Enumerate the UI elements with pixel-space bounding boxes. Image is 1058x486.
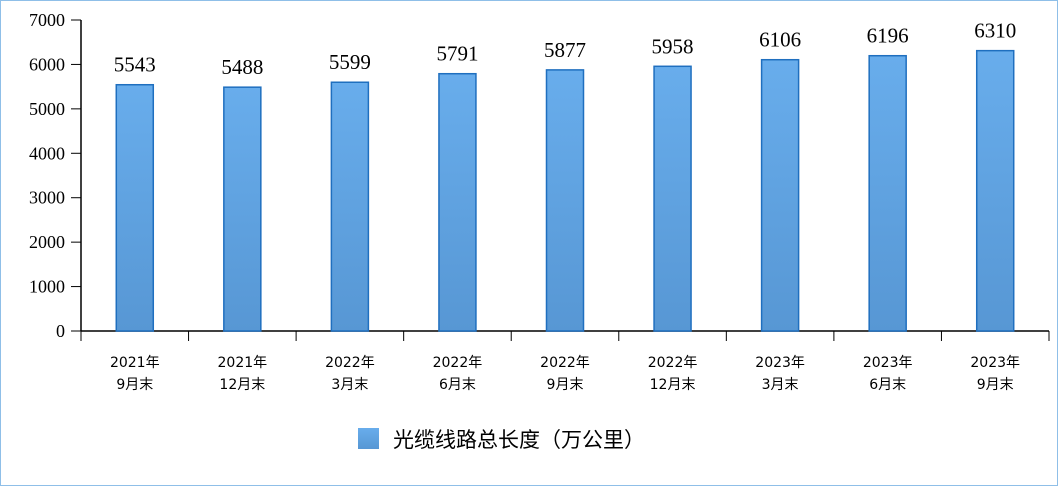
x-tick-label: 3月末 — [331, 377, 368, 393]
y-tick-label: 1000 — [29, 277, 65, 297]
x-tick-label: 2022年 — [648, 355, 698, 371]
x-tick-label: 6月末 — [439, 377, 476, 393]
y-tick-label: 3000 — [29, 188, 65, 208]
bar — [545, 69, 585, 332]
x-tick-label: 2023年 — [863, 355, 913, 371]
y-tick-label: 7000 — [29, 10, 65, 30]
data-label: 6310 — [974, 19, 1016, 43]
x-tick-label: 12月末 — [650, 377, 696, 393]
x-tick-label: 9月末 — [977, 377, 1014, 393]
bar — [438, 72, 477, 332]
x-tick-label: 12月末 — [219, 377, 265, 393]
bar — [330, 81, 370, 332]
x-tick-label: 2023年 — [755, 355, 805, 371]
data-label: 5791 — [436, 42, 478, 66]
x-tick-label: 2022年 — [540, 355, 590, 371]
bar — [868, 54, 907, 332]
data-label: 5488 — [221, 55, 263, 79]
x-tick-label: 2023年 — [970, 355, 1020, 371]
bar — [760, 58, 800, 332]
x-tick-label: 2022年 — [433, 355, 483, 371]
data-label: 6196 — [867, 24, 909, 48]
legend-swatch — [358, 428, 379, 449]
x-tick-label: 3月末 — [762, 377, 799, 393]
bar — [653, 65, 692, 332]
bar — [223, 86, 262, 332]
y-tick-label: 5000 — [29, 99, 65, 119]
y-tick-label: 4000 — [29, 143, 65, 163]
data-label: 5958 — [652, 34, 694, 58]
bar — [115, 83, 155, 332]
y-tick-label: 2000 — [29, 232, 65, 252]
data-label: 6106 — [759, 28, 801, 52]
x-tick-label: 6月末 — [869, 377, 906, 393]
y-tick-label: 0 — [56, 321, 65, 341]
bar — [975, 49, 1015, 332]
x-tick-label: 9月末 — [547, 377, 584, 393]
data-label: 5599 — [329, 50, 371, 74]
legend-label: 光缆线路总长度（万公里） — [393, 428, 645, 452]
x-tick-label: 9月末 — [116, 377, 153, 393]
x-tick-label: 2021年 — [110, 355, 160, 371]
y-tick-label: 6000 — [29, 54, 65, 74]
data-label: 5543 — [114, 53, 156, 77]
data-label: 5877 — [544, 38, 586, 62]
x-tick-label: 2021年 — [218, 355, 268, 371]
x-tick-label: 2022年 — [325, 355, 375, 371]
